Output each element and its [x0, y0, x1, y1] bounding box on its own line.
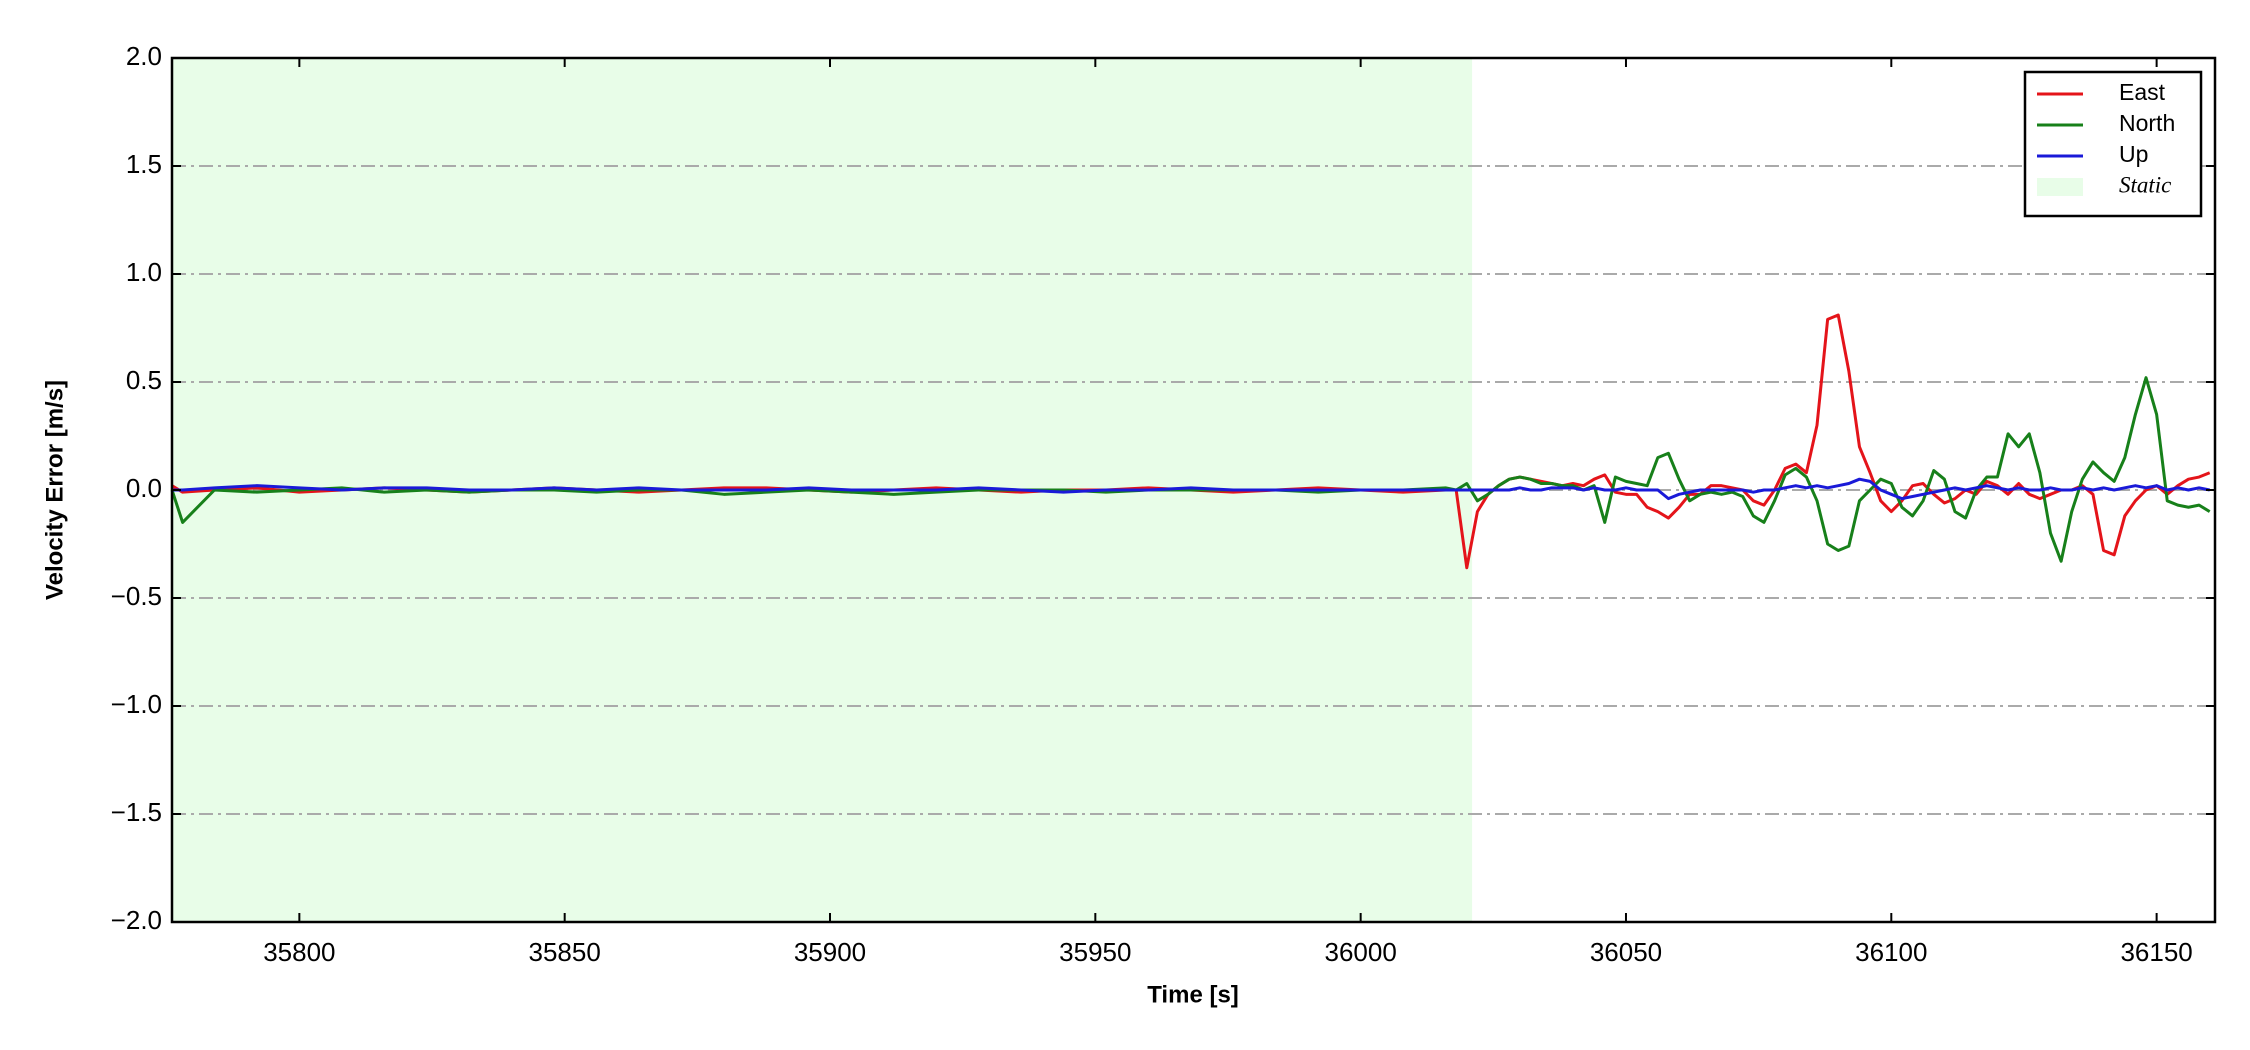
lines	[170, 313, 2211, 570]
x-tick-label: 36000	[1324, 937, 1396, 967]
legend: East North Up Static	[2023, 70, 2203, 218]
y-tick-label: −0.5	[111, 581, 162, 611]
x-tick-label: 36100	[1855, 937, 1927, 967]
legend-label: Up	[2119, 141, 2148, 167]
x-tick-label: 36150	[2120, 937, 2192, 967]
axes: −2.0 −1.5 −1.0 −0.5 0.0 0.5 1.0 1.5 2.0 35800 3585…	[111, 41, 2217, 967]
x-tick-label: 36050	[1590, 937, 1662, 967]
y-tick-label: −2.0	[111, 905, 162, 935]
y-tick-label: 1.5	[126, 149, 162, 179]
legend-swatch	[2037, 178, 2083, 196]
y-tick-label: −1.0	[111, 689, 162, 719]
x-tick-label: 35900	[794, 937, 866, 967]
x-tick-label: 35950	[1059, 937, 1131, 967]
plot-frame	[170, 56, 2217, 924]
y-tick-label: 1.0	[126, 257, 162, 287]
y-axis-label: Velocity Error [m/s]	[41, 380, 68, 600]
y-tick-label: −1.5	[111, 797, 162, 827]
y-tick-label: 0.5	[126, 365, 162, 395]
series-line	[172, 477, 2210, 501]
legend-label: East	[2119, 79, 2166, 105]
x-tick-label: 35850	[529, 937, 601, 967]
x-tick-label: 35800	[263, 937, 335, 967]
series-line	[170, 376, 2211, 563]
legend-label: North	[2119, 110, 2175, 136]
y-tick-label: 0.0	[126, 473, 162, 503]
x-axis-label: Time [s]	[1147, 981, 1239, 1008]
y-tick-label: 2.0	[126, 41, 162, 71]
legend-label: Static	[2119, 172, 2171, 197]
